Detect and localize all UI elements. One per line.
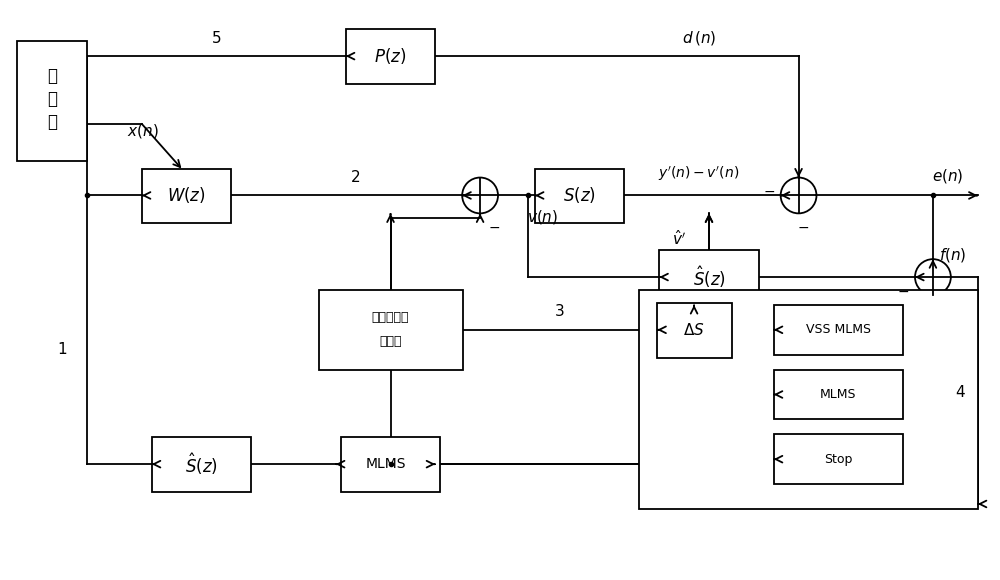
Text: $-$: $-$ (488, 220, 500, 234)
Text: $P(z)$: $P(z)$ (374, 46, 407, 66)
Text: $v(n)$: $v(n)$ (527, 208, 558, 226)
Text: $y'(n)-v'(n)$: $y'(n)-v'(n)$ (658, 165, 740, 183)
Text: $e(n)$: $e(n)$ (932, 166, 964, 184)
Text: $-$: $-$ (763, 183, 775, 197)
Bar (639, 290, 978, 509)
Bar (17, 41, 87, 161)
Text: $\hat{v}'$: $\hat{v}'$ (672, 229, 686, 248)
Text: 2: 2 (351, 170, 361, 185)
Text: 4: 4 (955, 385, 965, 400)
Text: 5: 5 (212, 31, 221, 46)
Bar (319, 290, 463, 369)
Text: $\hat{S}(z)$: $\hat{S}(z)$ (693, 264, 725, 290)
Text: $x(n)$: $x(n)$ (127, 122, 158, 140)
Text: 噪: 噪 (47, 67, 57, 85)
Bar (152, 437, 251, 492)
Text: 源: 源 (47, 113, 57, 131)
Text: Stop: Stop (824, 452, 853, 466)
Text: 声: 声 (47, 90, 57, 108)
Text: $f(n)$: $f(n)$ (939, 246, 967, 264)
Bar (659, 250, 759, 305)
Bar (774, 369, 903, 419)
Bar (341, 437, 440, 492)
Text: $\hat{S}(z)$: $\hat{S}(z)$ (185, 451, 218, 477)
Text: $-$: $-$ (797, 220, 810, 234)
Text: MLMS: MLMS (365, 457, 406, 471)
Text: $\Delta S$: $\Delta S$ (683, 322, 705, 338)
Bar (774, 434, 903, 484)
Text: $d\,(n)$: $d\,(n)$ (682, 29, 716, 47)
Text: VSS MLMS: VSS MLMS (806, 323, 871, 336)
Text: $-$: $-$ (897, 284, 909, 298)
Text: 白噪声信号: 白噪声信号 (372, 311, 409, 324)
Bar (535, 169, 624, 223)
Text: 发生器: 发生器 (379, 335, 402, 348)
Text: MLMS: MLMS (820, 388, 857, 401)
Text: 3: 3 (555, 304, 565, 320)
Text: 1: 1 (57, 342, 67, 357)
Bar (657, 303, 732, 358)
Text: $S(z)$: $S(z)$ (563, 186, 596, 205)
Bar (774, 305, 903, 355)
Text: $W(z)$: $W(z)$ (167, 186, 206, 205)
Bar (346, 29, 435, 84)
Bar (142, 169, 231, 223)
